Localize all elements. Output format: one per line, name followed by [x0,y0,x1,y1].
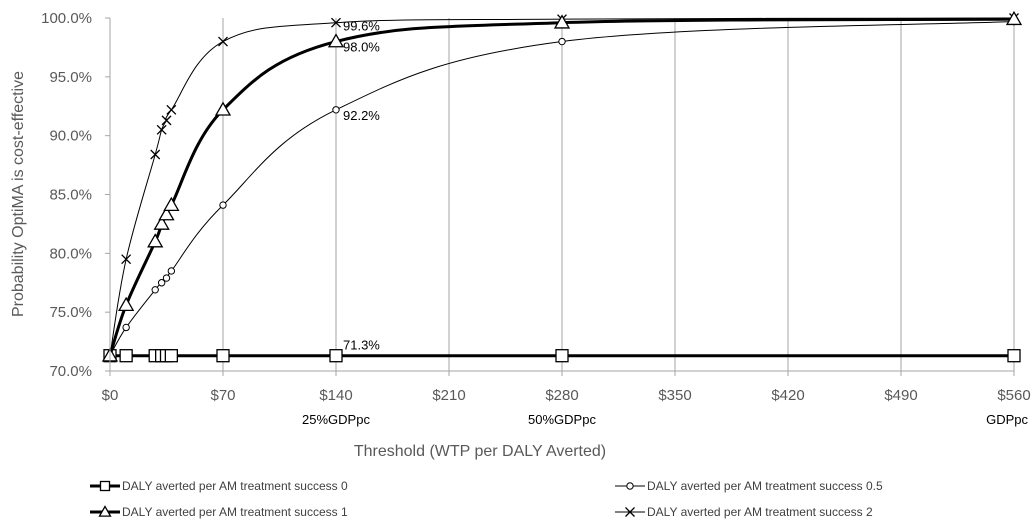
data-point-circle [219,201,227,209]
data-point-square [1007,349,1021,363]
plot-area: 25%GDPpc 50%GDPpc GDPpc 99.6% 98.0% 92.2% 71.… [101,10,1028,427]
data-point-triangle [163,196,180,211]
y-tick-label: 90.0% [49,128,92,145]
data-point-x [331,17,341,28]
legend-item: DALY averted per AM treatment success 1 [90,505,348,519]
series-line [109,17,1015,356]
data-point-triangle [118,296,135,312]
reference-label: GDPpc [986,412,1028,427]
y-axis-title: Probability OptiMA is cost-effective [10,71,27,317]
x-tick-label: $210 [432,387,465,404]
x-axis-title: Threshold (WTP per DALY Averted) [354,443,606,460]
x-stroke [156,124,167,135]
data-point-circle [162,274,171,282]
y-axis: 70.0% 75.0% 80.0% 85.0% 90.0% 95.0% 100.0% [41,10,111,380]
data-label: 98.0% [343,40,380,55]
series-square [103,349,1021,363]
data-point-circle [332,106,340,114]
x-stroke [166,104,177,115]
data-point-circle [151,286,159,294]
legend-item: DALY averted per AM treatment success 2 [615,505,873,519]
annotations: 99.6% 98.0% 92.2% 71.3% [343,19,380,353]
data-point-triangle [553,14,571,29]
series-layer [101,10,1023,363]
x-stroke [331,17,341,28]
data-point-circle [167,267,176,275]
data-point-x [156,124,167,135]
data-point-x [161,115,172,126]
x-tick-label: $0 [102,387,119,404]
y-tick-label: 100.0% [41,10,92,27]
x-stroke [150,149,161,160]
gridlines [222,18,1015,371]
data-point-x [625,507,635,517]
y-tick-label: 85.0% [49,187,92,204]
reference-label: 25%GDPpc [302,412,370,427]
data-point-circle [122,323,130,332]
x-stroke [121,254,132,265]
y-tick-label: 70.0% [49,363,92,380]
data-point-triangle [214,101,232,116]
data-label: 92.2% [343,108,380,123]
y-tick-label: 80.0% [49,245,92,262]
data-point-square [216,349,230,363]
data-label: 71.3% [343,338,380,353]
legend-item: DALY averted per AM treatment success 0 [90,479,348,493]
data-label: 99.6% [343,19,380,34]
data-point-triangle [327,33,345,48]
data-point-circle [157,279,166,287]
data-point-x [121,254,132,265]
data-point-x [150,149,161,160]
data-point-square [555,349,569,363]
legend-label: DALY averted per AM treatment success 1 [122,505,348,519]
x-stroke [218,36,228,47]
legend: DALY averted per AM treatment success 0 D… [90,479,883,519]
data-point-triangle [153,215,170,230]
x-tick-label: $420 [771,387,804,404]
x-tick-label: $490 [884,387,917,404]
data-point-triangle [158,206,175,221]
legend-label: DALY averted per AM treatment success 0 [122,479,348,493]
x-tick-label: $70 [210,387,235,404]
x-tick-label: $560 [997,387,1030,404]
series-triangle [101,10,1023,362]
data-point-x [166,104,177,115]
y-tick-label: 95.0% [49,69,92,86]
data-point-square [99,480,111,492]
data-point-triangle [147,233,164,248]
legend-item: DALY averted per AM treatment success 0.… [615,479,883,493]
legend-label: DALY averted per AM treatment success 2 [647,505,873,519]
x-tick-label: $140 [319,387,352,404]
x-axis: $0 $70 $140 $210 $280 $350 $420 $490 $560 [102,370,1031,404]
data-point-triangle [98,505,112,517]
x-tick-label: $350 [658,387,691,404]
data-point-circle [626,482,634,490]
data-point-square [329,349,343,363]
data-point-circle [558,37,566,46]
reference-labels: 25%GDPpc 50%GDPpc GDPpc [302,412,1028,427]
y-tick-label: 75.0% [49,304,92,321]
data-point-square [119,349,133,363]
data-point-square [164,349,178,363]
x-stroke [625,507,635,517]
reference-label: 50%GDPpc [528,412,596,427]
legend-label: DALY averted per AM treatment success 0.… [647,479,883,493]
x-tick-label: $280 [545,387,578,404]
data-point-x [218,36,228,47]
data-point-triangle [1005,10,1023,26]
x-stroke [161,115,172,126]
